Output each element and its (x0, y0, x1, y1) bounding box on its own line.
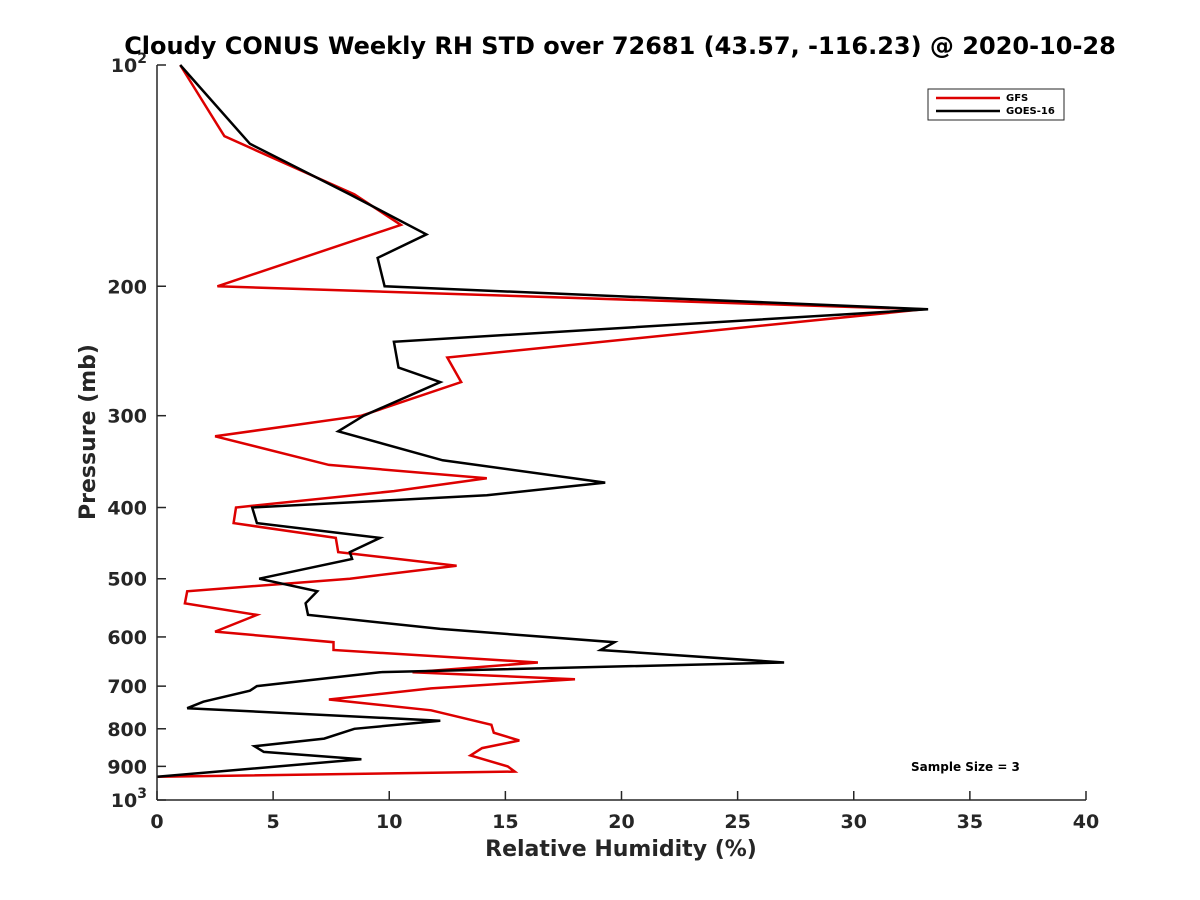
x-tick-label-35: 35 (957, 811, 983, 833)
y-tick-label-100: 102 (111, 51, 147, 77)
x-tick-label-10: 10 (376, 811, 402, 833)
y-tick-label-600: 600 (107, 627, 147, 649)
y-axis-label: Pressure (mb) (76, 344, 101, 520)
legend-box (927, 88, 1065, 121)
x-tick-label-20: 20 (608, 811, 634, 833)
x-tick-label-5: 5 (267, 811, 280, 833)
legend-label-goes-16: GOES-16 (1006, 106, 1055, 117)
sample-size-note: Sample Size = 3 (911, 760, 1020, 774)
y-tick-label-700: 700 (107, 676, 147, 698)
y-tick-label-200: 200 (107, 276, 147, 298)
legend: GFS GOES-16 (927, 88, 1065, 121)
y-tick-label-300: 300 (107, 406, 147, 428)
x-tick-label-15: 15 (492, 811, 518, 833)
x-axis-label: Relative Humidity (%) (485, 837, 757, 862)
y-tick-label-900: 900 (107, 756, 147, 778)
x-tick-layer: 0 5 10 15 20 25 30 35 40 (150, 791, 1099, 833)
y-tick-label-400: 400 (107, 498, 147, 520)
y-tick-label-800: 800 (107, 719, 147, 741)
x-tick-label-30: 30 (841, 811, 867, 833)
x-tick-label-25: 25 (724, 811, 750, 833)
x-tick-label-0: 0 (150, 811, 163, 833)
series-line-gfs (156, 64, 924, 779)
y-tick-label-500: 500 (107, 569, 147, 591)
y-tick-label-1000: 103 (111, 786, 147, 812)
series-layer (156, 64, 929, 779)
y-tick-layer: 102 200 300 400 500 600 700 800 900 103 (107, 51, 166, 812)
series-line-goes-16 (156, 64, 929, 779)
legend-label-gfs: GFS (1006, 93, 1028, 104)
chart-title: Cloudy CONUS Weekly RH STD over 72681 (4… (124, 32, 1116, 60)
x-tick-label-40: 40 (1073, 811, 1099, 833)
plot-area (157, 65, 1086, 800)
axes-layer (156, 65, 1086, 801)
